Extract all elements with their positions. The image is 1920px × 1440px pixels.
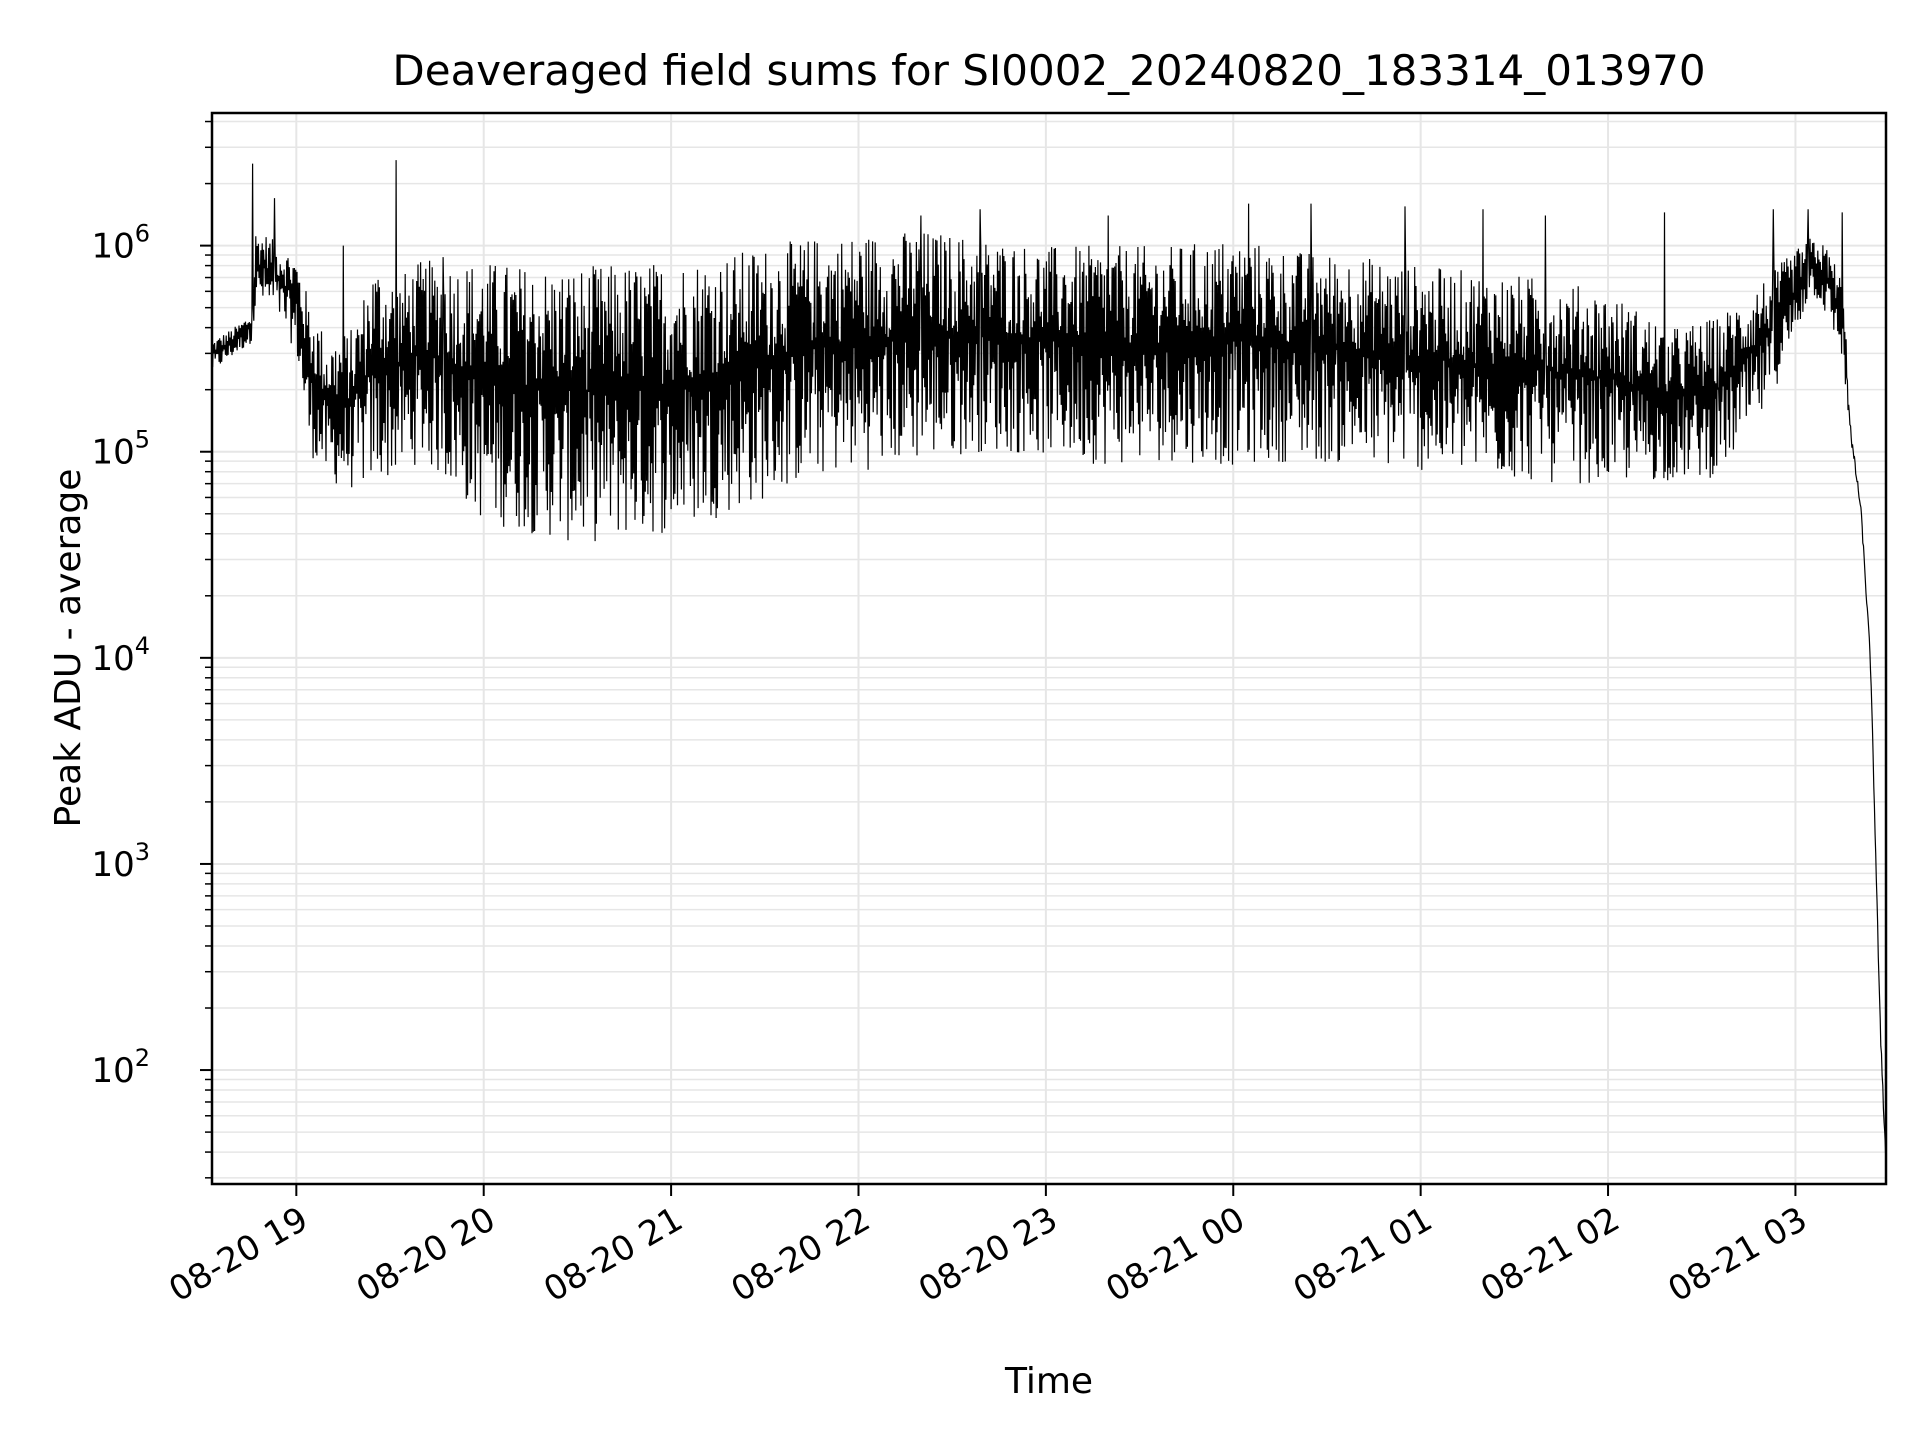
plot-frame — [210, 111, 1888, 1186]
y-tick-label: 102 — [91, 1044, 150, 1091]
series-line — [211, 160, 1887, 1167]
y-tick-label: 103 — [91, 838, 150, 885]
y-axis-label: Peak ADU - average — [48, 469, 89, 828]
chart-title: Deaveraged field sums for SI0002_2024082… — [392, 46, 1705, 95]
y-tick-label: 105 — [91, 426, 150, 473]
x-axis-label: Time — [1004, 1361, 1093, 1402]
y-tick-label: 106 — [91, 220, 150, 267]
y-tick-label: 104 — [91, 632, 150, 679]
